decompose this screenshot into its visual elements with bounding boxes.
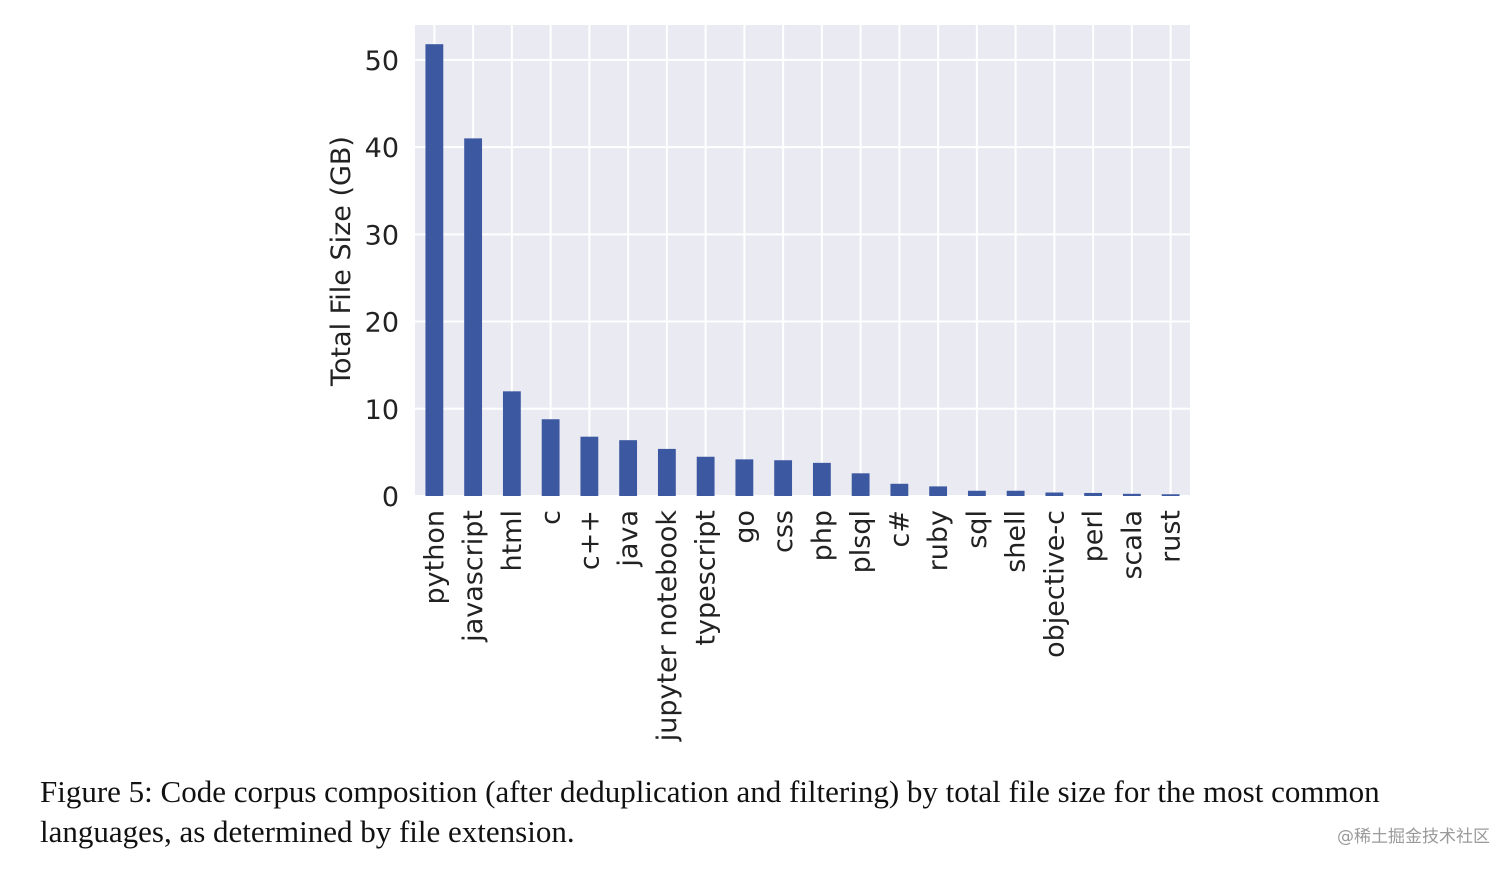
x-tick-label: go <box>729 510 760 544</box>
bar-html <box>502 391 521 496</box>
gridlines <box>415 25 1190 497</box>
y-tick-label: 50 <box>365 46 399 77</box>
bar-c- <box>890 483 909 496</box>
bar-chart: 0 10 20 30 40 50 python javascript html c c++ java… <box>326 25 1190 743</box>
bar-sql <box>967 490 986 496</box>
x-tick-label: objective-c <box>1039 510 1070 658</box>
x-tick-label: typescript <box>691 510 722 646</box>
x-tick-label: c# <box>884 510 915 547</box>
watermark: @稀土掘金技术社区 <box>1337 827 1490 847</box>
y-tick-label: 40 <box>365 133 399 164</box>
figure-caption: Figure 5: Code corpus composition (after… <box>40 774 1380 849</box>
y-tick-label: 20 <box>365 308 399 339</box>
x-tick-label: scala <box>1117 510 1148 580</box>
bar-c <box>541 419 560 496</box>
x-tick-label: javascript <box>458 510 489 643</box>
x-tick-label: perl <box>1078 510 1109 562</box>
x-tick-label: shell <box>1001 510 1032 573</box>
bar-typescript <box>696 456 715 496</box>
bar-python <box>425 44 444 496</box>
bar-jupyter-notebook <box>657 448 676 496</box>
x-tick-label: html <box>497 510 528 572</box>
bars <box>425 44 1180 496</box>
x-tick-label: php <box>807 510 838 561</box>
bar-php <box>812 462 831 496</box>
bar-css <box>774 460 793 496</box>
x-tick-label: plsql <box>846 510 877 573</box>
bar-go <box>735 459 754 496</box>
x-tick-label: rust <box>1156 510 1187 563</box>
bar-perl <box>1084 492 1103 496</box>
y-tick-label: 0 <box>382 482 399 513</box>
y-tick-labels: 0 10 20 30 40 50 <box>365 46 399 513</box>
plot-area <box>415 25 1190 496</box>
bar-ruby <box>929 486 948 496</box>
y-tick-label: 10 <box>365 395 399 426</box>
x-tick-label: c <box>536 510 567 525</box>
x-tick-label: c++ <box>574 510 605 570</box>
bar-java <box>619 440 638 496</box>
x-tick-label: python <box>419 510 450 604</box>
x-tick-label: ruby <box>923 510 954 571</box>
x-tick-label: java <box>613 510 644 568</box>
bar-c- <box>580 436 599 496</box>
x-tick-labels: python javascript html c c++ java jupyter note… <box>419 510 1186 743</box>
bar-plsql <box>851 473 870 496</box>
bar-scala <box>1122 493 1141 496</box>
bar-shell <box>1006 490 1025 496</box>
bar-objective-c <box>1045 492 1064 496</box>
y-axis-label: Total File Size (GB) <box>326 136 357 387</box>
x-tick-label: jupyter notebook <box>652 510 683 743</box>
x-tick-label: sql <box>962 510 993 549</box>
x-tick-label: css <box>768 510 799 553</box>
y-tick-label: 30 <box>365 220 399 251</box>
bar-rust <box>1161 494 1180 496</box>
bar-javascript <box>464 138 483 496</box>
